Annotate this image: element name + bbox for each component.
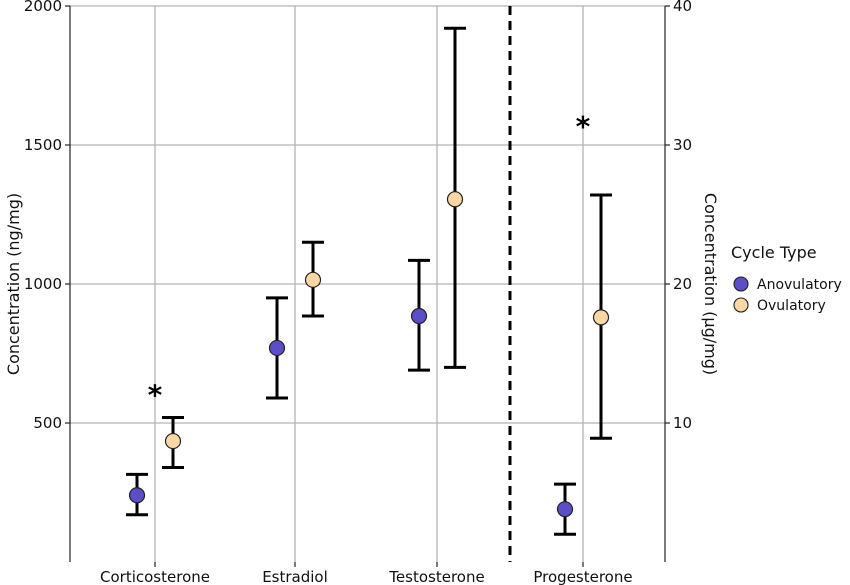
left-tick-label: 1500	[24, 136, 62, 154]
data-points	[128, 191, 610, 518]
left-axis-title: Concentration (ng/mg)	[4, 193, 23, 375]
point-anovulatory-estradiol	[268, 339, 286, 357]
legend-swatch-ovulatory	[733, 297, 749, 313]
significance-asterisk: *	[148, 378, 163, 411]
right-tick-label: 30	[673, 136, 692, 154]
significance-asterisk: *	[576, 110, 591, 143]
point-ovulatory-estradiol	[304, 271, 322, 288]
point-anovulatory-testosterone	[410, 307, 428, 325]
annotations: **	[148, 110, 591, 411]
point-ovulatory-corticosterone	[164, 432, 182, 450]
left-tick-label: 500	[33, 414, 62, 432]
axes: 500 1000 1500 2000 10 20 30 40 Corticosterone Est…	[4, 0, 720, 585]
x-tick-label: Testosterone	[388, 568, 484, 585]
legend-label-anovulatory: Anovulatory	[757, 277, 842, 293]
point-ovulatory-progesterone	[592, 309, 610, 326]
right-tick-label: 20	[673, 275, 692, 293]
x-tick-label: Estradiol	[262, 568, 328, 585]
grid	[70, 5, 665, 562]
left-tick-label: 1000	[24, 275, 62, 293]
legend-title: Cycle Type	[731, 243, 817, 262]
right-tick-label: 40	[673, 0, 692, 15]
legend: Cycle Type Anovulatory Ovulatory	[731, 243, 842, 314]
legend-swatch-anovulatory	[733, 276, 749, 292]
error-bars	[126, 26, 612, 536]
right-axis-title: Concentration (µg/mg)	[701, 193, 720, 375]
left-tick-label: 2000	[24, 0, 62, 15]
x-tick-label: Corticosterone	[100, 568, 210, 585]
point-anovulatory-progesterone	[556, 501, 574, 518]
x-tick-label: Progesterone	[533, 568, 632, 585]
legend-label-ovulatory: Ovulatory	[757, 298, 826, 314]
right-tick-label: 10	[673, 414, 692, 432]
point-ovulatory-testosterone	[446, 191, 464, 208]
point-anovulatory-corticosterone	[128, 487, 146, 504]
